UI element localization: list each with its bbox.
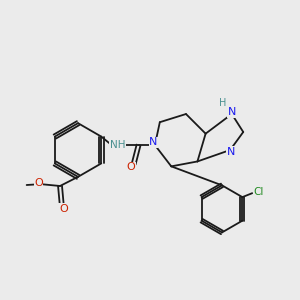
Text: N: N [149,137,158,148]
Text: H: H [219,98,226,108]
Text: O: O [59,204,68,214]
Text: N: N [228,107,236,117]
Text: N: N [226,147,235,157]
Text: O: O [127,162,135,172]
Text: NH: NH [110,140,125,150]
Text: O: O [34,178,43,188]
Text: Cl: Cl [254,187,264,196]
